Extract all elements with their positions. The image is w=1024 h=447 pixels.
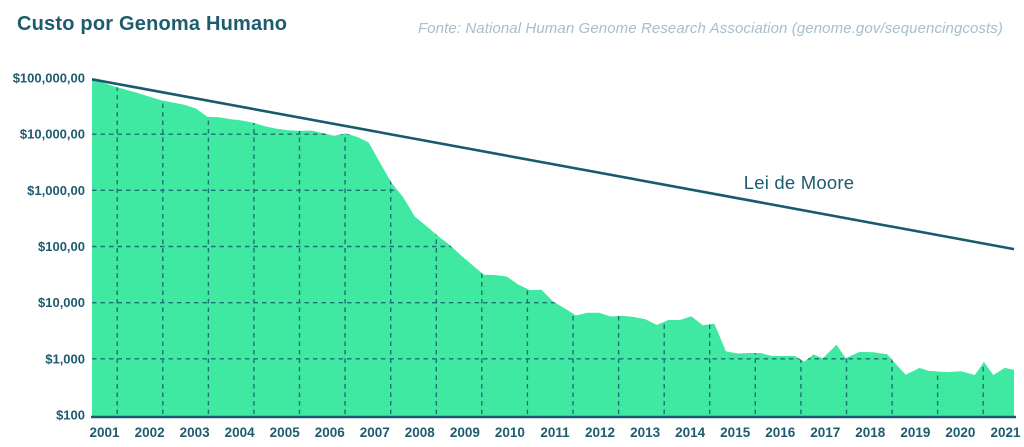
x-tick-label: 2012 [585, 425, 615, 440]
y-tick-label: $10,000 [38, 295, 85, 310]
x-tick-label: 2003 [180, 425, 211, 440]
x-tick-label: 2020 [945, 425, 975, 440]
x-tick-label: 2008 [405, 425, 436, 440]
x-tick-label: 2004 [225, 425, 256, 440]
x-tick-label: 2002 [135, 425, 165, 440]
x-tick-label: 2005 [270, 425, 301, 440]
x-tick-label: 2001 [89, 425, 120, 440]
x-tick-label: 2007 [360, 425, 390, 440]
y-tick-label: $100,00 [38, 239, 85, 254]
y-tick-label: $1,000,00 [27, 183, 85, 198]
x-tick-label: 2016 [765, 425, 796, 440]
x-tick-label: 2019 [900, 425, 930, 440]
y-tick-label: $1,000 [45, 351, 85, 366]
x-tick-label: 2010 [495, 425, 525, 440]
y-tick-label: $10,000,00 [20, 127, 85, 142]
moore-law-label: Lei de Moore [744, 172, 854, 193]
page-title: Custo por Genoma Humano [17, 13, 288, 35]
x-tick-label: 2015 [720, 425, 751, 440]
cost-area [92, 79, 1014, 417]
moore-law-line [91, 78, 1015, 251]
x-tick-label: 2018 [855, 425, 886, 440]
source-note: Fonte: National Human Genome Research As… [417, 20, 1003, 37]
x-tick-label: 2017 [810, 425, 840, 440]
y-tick-label: $100 [56, 408, 85, 423]
x-tick-label: 2011 [540, 425, 570, 440]
x-tick-label: 2013 [630, 425, 661, 440]
y-tick-label: $100,000,00 [13, 71, 85, 86]
x-tick-label: 2009 [450, 425, 480, 440]
x-tick-label: 2006 [315, 425, 346, 440]
x-tick-label: 2014 [675, 425, 706, 440]
x-tick-label: 2021 [990, 425, 1021, 440]
